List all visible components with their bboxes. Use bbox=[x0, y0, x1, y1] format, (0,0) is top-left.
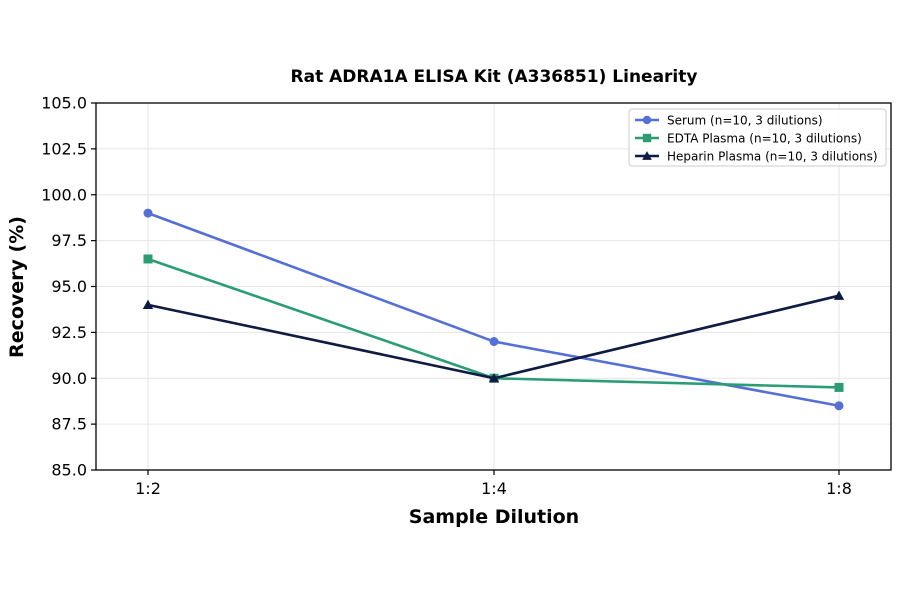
legend-item: EDTA Plasma (n=10, 3 dilutions) bbox=[635, 132, 862, 146]
data-point bbox=[142, 299, 154, 309]
y-axis-label: Recovery (%) bbox=[6, 216, 28, 358]
legend: Serum (n=10, 3 dilutions) EDTA Plasma (n=… bbox=[628, 108, 887, 167]
y-tick-label: 92.5 bbox=[51, 323, 87, 342]
x-tick-label: 1:2 bbox=[135, 479, 161, 498]
legend-label: Heparin Plasma (n=10, 3 dilutions) bbox=[667, 150, 878, 164]
data-point bbox=[143, 208, 153, 218]
series-3 bbox=[142, 290, 845, 383]
y-tick-label: 87.5 bbox=[51, 415, 87, 434]
data-point bbox=[834, 382, 844, 392]
x-axis-label: Sample Dilution bbox=[409, 506, 579, 528]
x-tick-label: 1:8 bbox=[826, 479, 852, 498]
data-point bbox=[834, 401, 844, 411]
y-tick-label: 85.0 bbox=[51, 461, 87, 480]
y-tick-label: 100.0 bbox=[41, 185, 87, 204]
y-tick-label: 95.0 bbox=[51, 277, 87, 296]
x-tick-label: 1:4 bbox=[481, 479, 507, 498]
y-tick-label: 105.0 bbox=[41, 94, 87, 113]
legend-box bbox=[628, 108, 887, 167]
y-tick-label: 90.0 bbox=[51, 369, 87, 388]
legend-item: Heparin Plasma (n=10, 3 dilutions) bbox=[635, 150, 878, 164]
data-point bbox=[488, 373, 500, 383]
chart-title: Rat ADRA1A ELISA Kit (A336851) Linearity bbox=[291, 67, 698, 87]
legend-marker bbox=[642, 133, 652, 143]
x-axis: 1:2 1:4 1:8 bbox=[135, 470, 852, 498]
y-tick-label: 102.5 bbox=[41, 139, 87, 158]
y-tick-label: 97.5 bbox=[51, 231, 87, 250]
legend-item: Serum (n=10, 3 dilutions) bbox=[635, 114, 823, 128]
data-point bbox=[489, 337, 499, 347]
legend-label: EDTA Plasma (n=10, 3 dilutions) bbox=[667, 132, 862, 146]
series-layer bbox=[142, 208, 845, 411]
legend-marker bbox=[642, 115, 652, 125]
y-axis: 85.0 87.5 90.0 92.5 95.0 97.5 100.0 102.5 105.0 bbox=[41, 94, 96, 480]
data-point bbox=[143, 254, 153, 264]
legend-label: Serum (n=10, 3 dilutions) bbox=[667, 114, 823, 128]
legend-marker bbox=[642, 151, 652, 160]
data-point bbox=[833, 290, 845, 300]
